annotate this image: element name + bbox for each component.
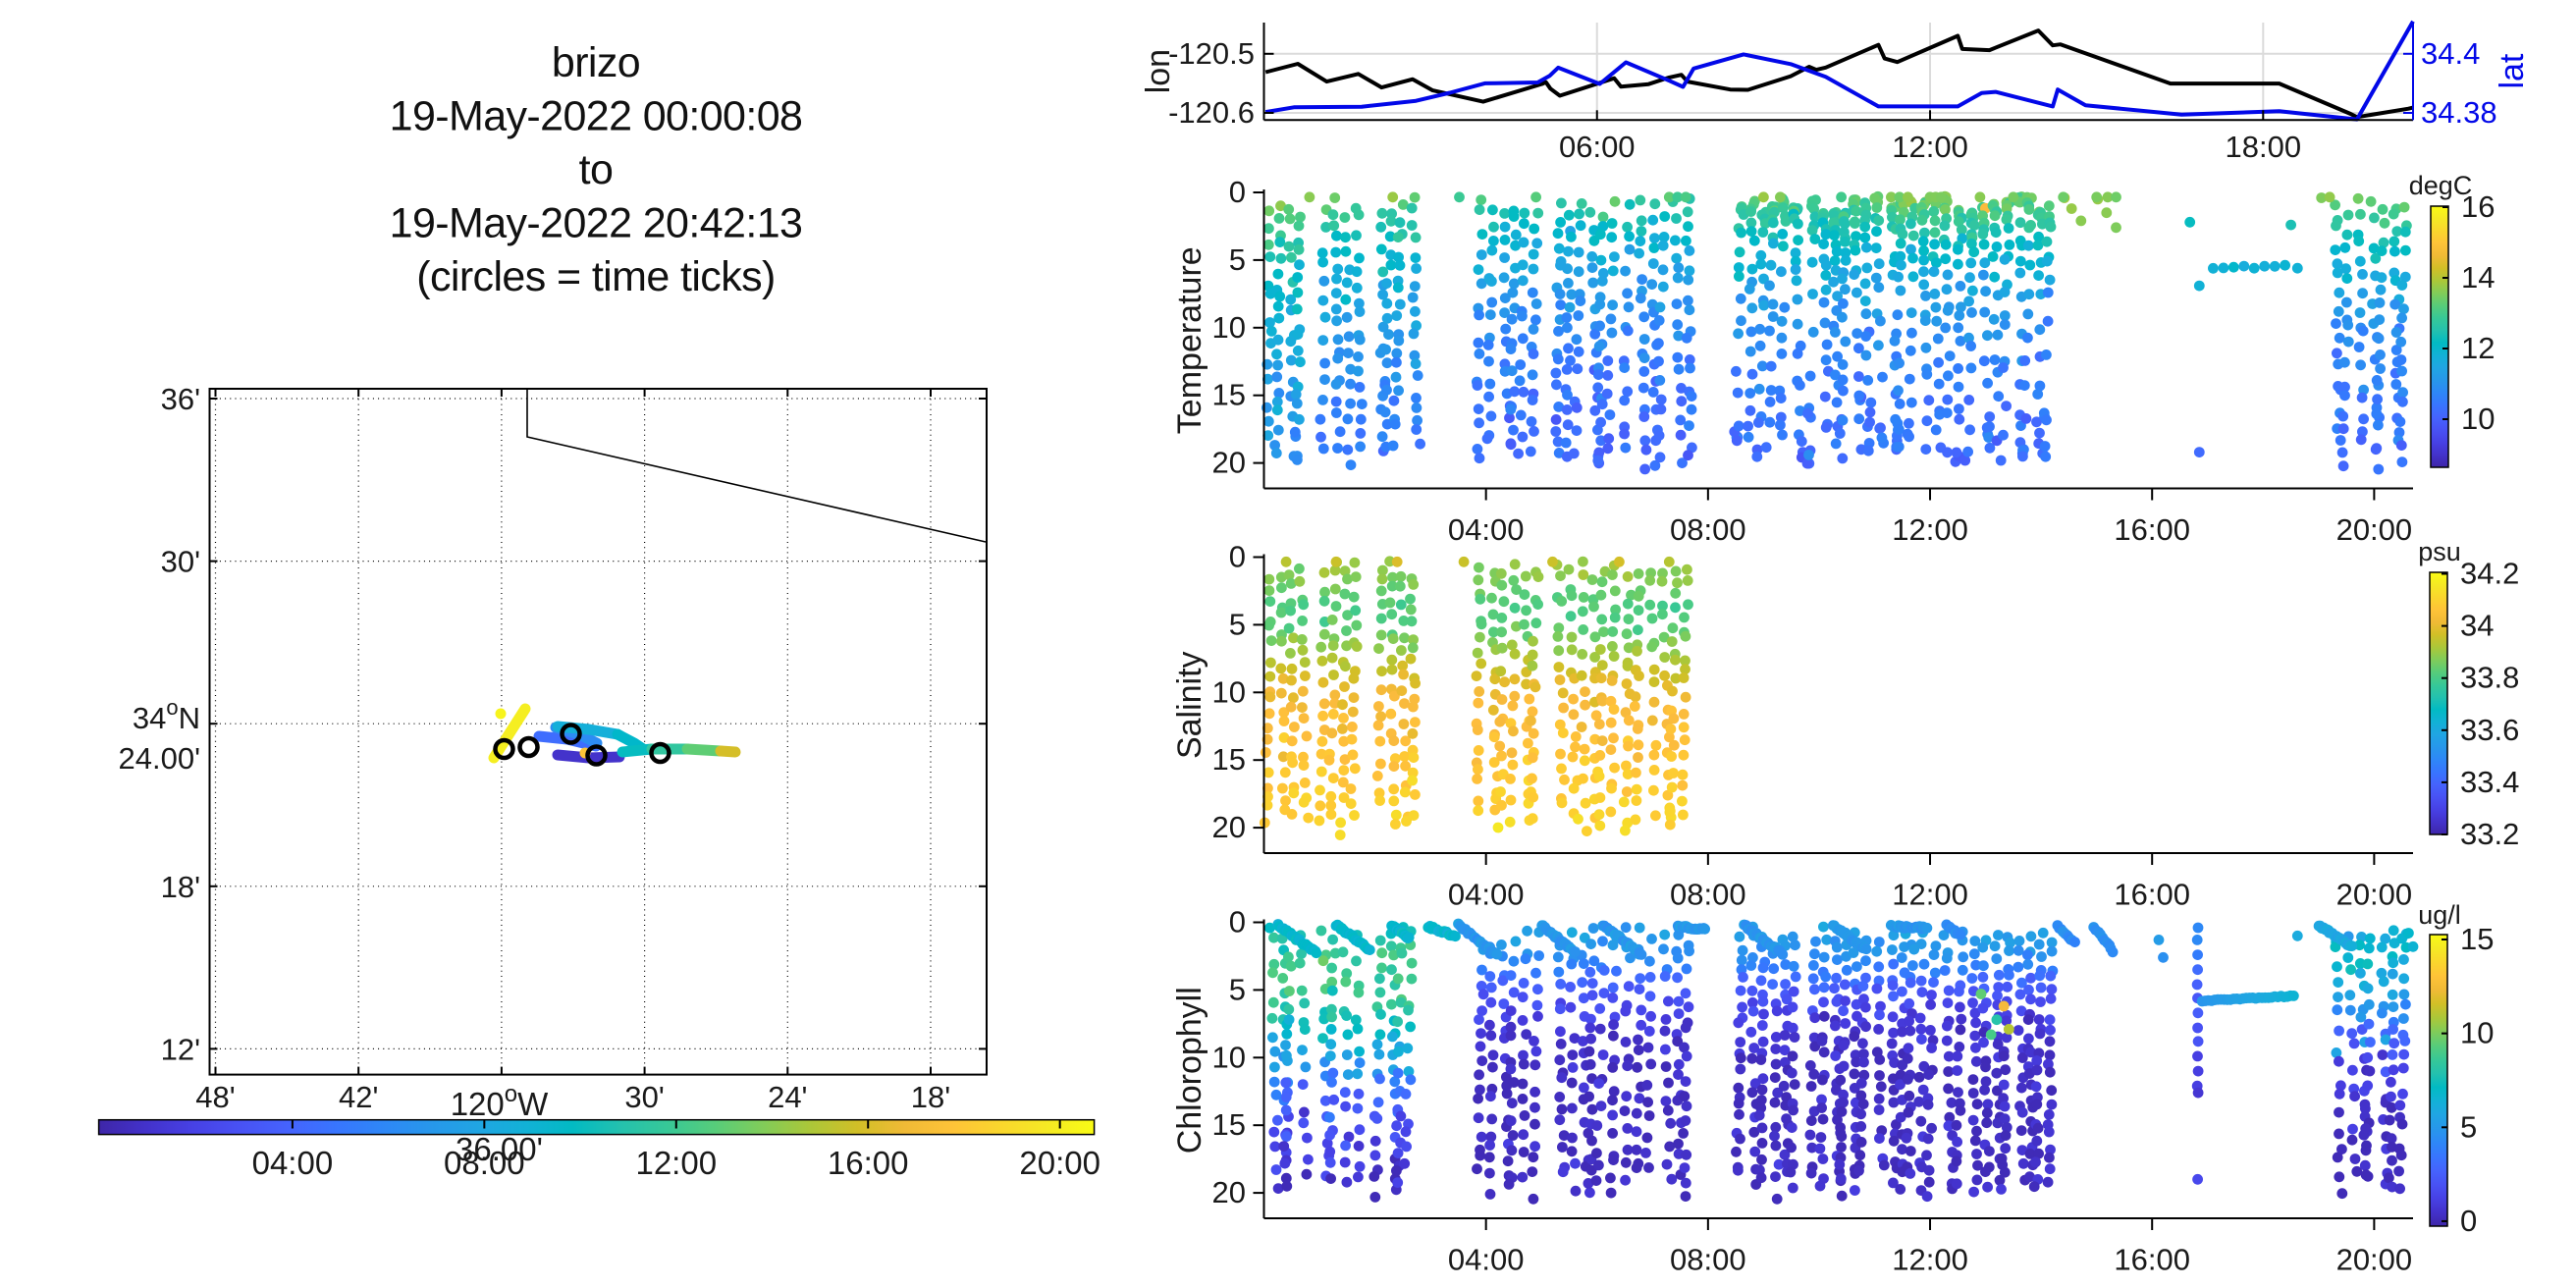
svg-text:15: 15 xyxy=(1212,742,1246,777)
svg-text:12:00: 12:00 xyxy=(1892,878,1968,912)
svg-text:5: 5 xyxy=(1229,242,1246,277)
svg-text:20: 20 xyxy=(1212,446,1246,480)
svg-text:12:00: 12:00 xyxy=(635,1145,717,1181)
svg-text:08:00: 08:00 xyxy=(1670,512,1746,547)
svg-text:06:00: 06:00 xyxy=(1559,130,1636,164)
svg-text:16:00: 16:00 xyxy=(2114,878,2190,912)
svg-text:-120.5: -120.5 xyxy=(1168,36,1255,71)
svg-text:04:00: 04:00 xyxy=(1448,1243,1525,1277)
svg-text:16:00: 16:00 xyxy=(828,1145,909,1181)
svg-text:18': 18' xyxy=(161,870,200,904)
svg-text:10: 10 xyxy=(2461,402,2495,436)
svg-text:5: 5 xyxy=(2460,1109,2477,1144)
svg-text:04:00: 04:00 xyxy=(1448,878,1525,912)
svg-text:5: 5 xyxy=(1229,972,1246,1006)
svg-text:04:00: 04:00 xyxy=(1448,512,1525,547)
svg-text:19-May-2022 20:42:13: 19-May-2022 20:42:13 xyxy=(390,200,803,247)
svg-text:36': 36' xyxy=(161,382,200,416)
svg-text:0: 0 xyxy=(1229,905,1246,939)
svg-text:04:00: 04:00 xyxy=(252,1145,334,1181)
svg-text:16:00: 16:00 xyxy=(2114,512,2190,547)
svg-text:16: 16 xyxy=(2461,189,2495,224)
svg-text:20: 20 xyxy=(1212,1175,1246,1209)
svg-text:12:00: 12:00 xyxy=(1892,512,1968,547)
svg-text:30': 30' xyxy=(161,545,200,579)
svg-text:degC: degC xyxy=(2409,171,2473,200)
svg-text:12:00: 12:00 xyxy=(1892,130,1968,164)
svg-text:33.8: 33.8 xyxy=(2460,661,2519,695)
svg-text:lon: lon xyxy=(1140,49,1177,93)
svg-text:14: 14 xyxy=(2461,260,2495,295)
svg-text:20:00: 20:00 xyxy=(2336,878,2413,912)
svg-text:34oN: 34oN xyxy=(133,695,200,735)
svg-text:ug/l: ug/l xyxy=(2418,900,2461,930)
svg-text:10: 10 xyxy=(1212,310,1246,345)
svg-text:19-May-2022 00:00:08: 19-May-2022 00:00:08 xyxy=(390,93,803,140)
svg-text:16:00: 16:00 xyxy=(2114,1243,2190,1277)
svg-text:10: 10 xyxy=(1212,1040,1246,1074)
svg-text:15: 15 xyxy=(1212,378,1246,412)
svg-text:36.00': 36.00' xyxy=(456,1131,543,1167)
svg-text:18:00: 18:00 xyxy=(2226,130,2302,164)
svg-text:18': 18' xyxy=(911,1080,950,1114)
svg-text:Chlorophyll: Chlorophyll xyxy=(1171,987,1208,1154)
svg-text:20: 20 xyxy=(1212,810,1246,844)
svg-text:10: 10 xyxy=(1212,674,1246,709)
svg-text:15: 15 xyxy=(2460,922,2494,956)
svg-text:24': 24' xyxy=(768,1080,807,1114)
svg-text:34.38: 34.38 xyxy=(2421,95,2497,130)
svg-text:30': 30' xyxy=(624,1080,664,1114)
svg-text:0: 0 xyxy=(1229,540,1246,574)
svg-text:33.2: 33.2 xyxy=(2460,817,2519,851)
svg-text:12:00: 12:00 xyxy=(1892,1243,1968,1277)
svg-text:34.2: 34.2 xyxy=(2460,557,2519,591)
svg-text:08:00: 08:00 xyxy=(1670,1243,1746,1277)
svg-text:33.6: 33.6 xyxy=(2460,713,2519,747)
svg-text:08:00: 08:00 xyxy=(1670,878,1746,912)
svg-text:(circles = time ticks): (circles = time ticks) xyxy=(416,253,775,300)
svg-text:42': 42' xyxy=(339,1080,378,1114)
svg-text:24.00': 24.00' xyxy=(119,741,201,776)
svg-text:12: 12 xyxy=(2461,331,2495,365)
svg-text:33.4: 33.4 xyxy=(2460,765,2519,799)
svg-text:20:00: 20:00 xyxy=(2336,512,2413,547)
svg-text:10: 10 xyxy=(2460,1016,2494,1050)
svg-text:lat: lat xyxy=(2494,53,2531,88)
svg-text:08:00: 08:00 xyxy=(444,1145,525,1181)
svg-text:5: 5 xyxy=(1229,607,1246,641)
svg-text:15: 15 xyxy=(1212,1107,1246,1142)
svg-text:brizo: brizo xyxy=(552,39,640,86)
svg-text:34.4: 34.4 xyxy=(2421,36,2480,71)
svg-text:Salinity: Salinity xyxy=(1171,651,1208,759)
svg-text:0: 0 xyxy=(2460,1204,2477,1238)
svg-text:psu: psu xyxy=(2418,537,2461,566)
svg-text:0: 0 xyxy=(1229,175,1246,209)
svg-text:48': 48' xyxy=(195,1080,235,1114)
svg-text:120oW: 120oW xyxy=(451,1081,549,1122)
svg-text:-120.6: -120.6 xyxy=(1168,95,1255,130)
svg-text:34: 34 xyxy=(2460,609,2494,643)
svg-text:to: to xyxy=(579,146,614,193)
svg-text:Temperature: Temperature xyxy=(1171,246,1208,434)
svg-text:20:00: 20:00 xyxy=(2336,1243,2413,1277)
svg-text:12': 12' xyxy=(161,1032,200,1066)
svg-text:20:00: 20:00 xyxy=(1019,1145,1100,1181)
